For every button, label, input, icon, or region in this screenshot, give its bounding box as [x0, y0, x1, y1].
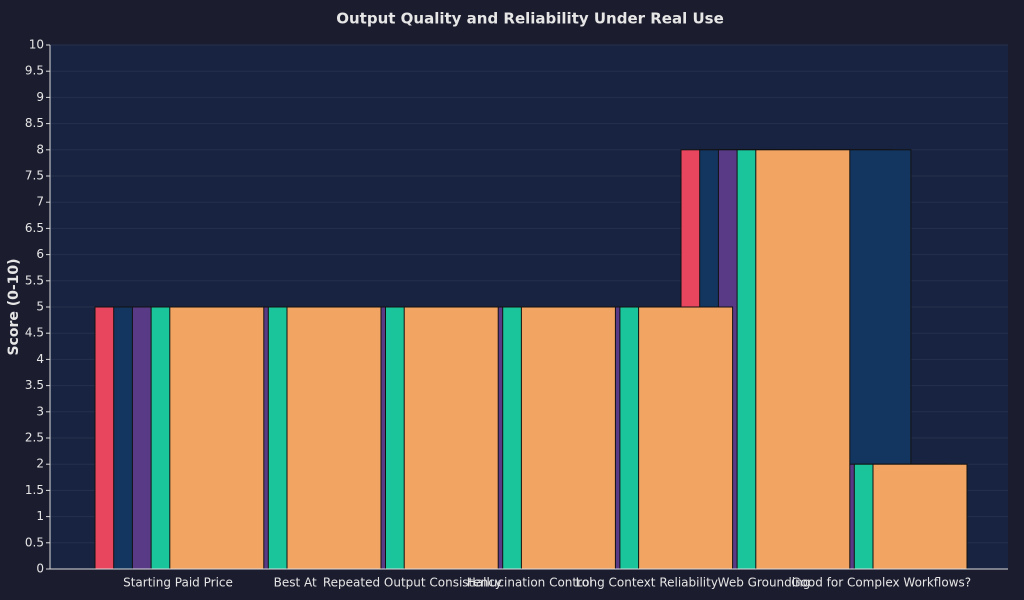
y-tick-label: 1.5 [25, 483, 44, 497]
y-tick-label: 2 [36, 457, 44, 471]
y-tick-label: 6.5 [25, 221, 44, 235]
y-tick-label: 4.5 [25, 326, 44, 340]
y-tick-label: 5 [36, 300, 44, 314]
y-tick-label: 0 [36, 562, 44, 576]
y-tick-label: 8.5 [25, 116, 44, 130]
bar [286, 306, 382, 570]
x-tick-label: Long Context Reliability [576, 576, 718, 590]
y-tick-label: 4 [36, 352, 44, 366]
y-tick-label: 9.5 [25, 64, 44, 78]
y-tick-label: 1 [36, 509, 44, 523]
y-tick-label: 10 [29, 38, 44, 52]
bar [755, 149, 851, 570]
y-tick-label: 0.5 [25, 535, 44, 549]
y-tick-label: 2.5 [25, 431, 44, 445]
bar [872, 463, 968, 570]
y-tick-label: 3 [36, 404, 44, 418]
bar [169, 306, 265, 570]
y-tick-label: 9 [36, 90, 44, 104]
x-tick-label: Web Grounding [718, 576, 811, 590]
bar [403, 306, 499, 570]
x-tick-label: Starting Paid Price [123, 576, 233, 590]
x-tick-label: Good for Complex Workflows? [791, 576, 971, 590]
x-tick-label: Hallucination Control [467, 576, 593, 590]
y-tick-label: 8 [36, 142, 44, 156]
y-axis-label: Score (0-10) [6, 258, 22, 355]
y-tick-label: 3.5 [25, 378, 44, 392]
bar [520, 306, 616, 570]
x-tick-label: Best At [274, 576, 317, 590]
y-tick-label: 7 [36, 195, 44, 209]
y-tick-label: 7.5 [25, 169, 44, 183]
chart-title: Output Quality and Reliability Under Rea… [336, 10, 724, 28]
y-tick-label: 6 [36, 247, 44, 261]
x-tick-label: Repeated Output Consistency [323, 576, 502, 590]
bar [638, 306, 734, 570]
y-tick-label: 5.5 [25, 273, 44, 287]
